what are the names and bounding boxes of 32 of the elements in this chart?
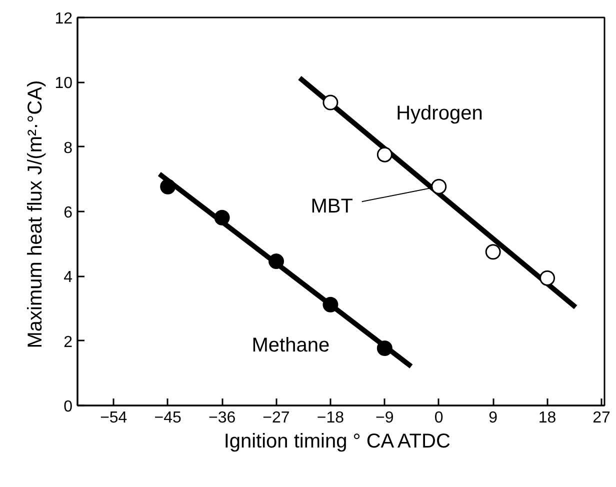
point <box>485 244 501 260</box>
point <box>540 270 556 286</box>
x-tick-label: −27 <box>262 410 290 426</box>
x-tick-label: 27 <box>592 410 610 426</box>
x-tick-label: −9 <box>376 410 394 426</box>
y-tick-label: 8 <box>64 140 73 157</box>
y-tick-label: 10 <box>54 75 73 92</box>
y-axis-title: Maximum heat flux J/(m²·°CA) <box>24 80 47 348</box>
x-tick-label: −54 <box>100 410 128 426</box>
x-tick-label: 0 <box>434 410 444 426</box>
series-label: Hydrogen <box>396 102 483 125</box>
y-tick-label: 2 <box>64 334 73 351</box>
point <box>322 296 338 312</box>
y-tick-label: 6 <box>64 204 73 222</box>
point <box>376 146 392 162</box>
x-tick-label: 9 <box>488 410 498 426</box>
series-label: Methane <box>252 334 330 356</box>
point <box>160 178 176 194</box>
x-tick-label: −36 <box>208 410 236 426</box>
point <box>431 178 447 194</box>
x-tick-label: −45 <box>154 410 182 426</box>
point <box>376 340 392 356</box>
point <box>214 210 230 226</box>
x-tick-label: 18 <box>538 410 556 426</box>
point <box>322 94 338 110</box>
point <box>268 254 284 270</box>
x-axis-title: Ignition timing ° CA ATDC <box>224 430 450 452</box>
y-tick-label: 4 <box>64 269 73 286</box>
y-tick-label: 0 <box>64 398 73 416</box>
x-tick-label: −18 <box>316 410 344 426</box>
annotation: MBT <box>310 196 353 218</box>
y-tick-label: 12 <box>54 10 73 28</box>
